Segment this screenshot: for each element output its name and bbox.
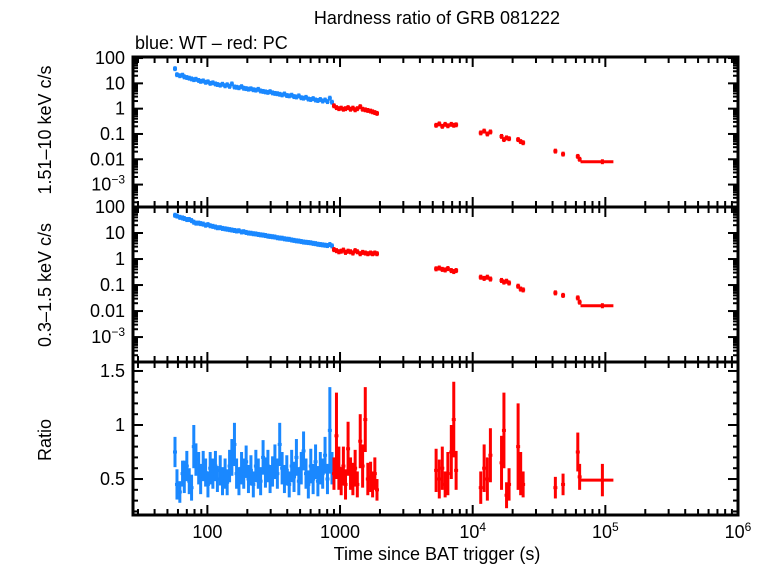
panel-frame-1 [131, 55, 740, 209]
y-tick-label: 10 [105, 73, 125, 93]
y-tick-label: 1 [115, 99, 125, 119]
x-tick-label: 106 [725, 520, 752, 542]
x-tick-label: 100 [192, 522, 222, 542]
y-axis-label-ratio: Ratio [35, 419, 55, 461]
x-tick-label: 105 [592, 520, 619, 542]
chart-title: Hardness ratio of GRB 081222 [314, 8, 560, 28]
y-tick-label: 1.5 [100, 361, 125, 381]
panel-frame-3 [131, 360, 740, 517]
y-tick-label: 10−3 [91, 173, 125, 195]
chart-subtitle: blue: WT – red: PC [135, 33, 288, 53]
y-tick-label: 10 [105, 223, 125, 243]
y-tick-label: 0.1 [100, 124, 125, 144]
y-tick-label: 1 [115, 415, 125, 435]
y-tick-label: 0.1 [100, 275, 125, 295]
y-tick-label: 0.5 [100, 469, 125, 489]
y-tick-label: 0.01 [90, 301, 125, 321]
y-axis-label-hard: 1.51–10 keV c/s [35, 65, 55, 194]
y-tick-label: 100 [95, 197, 125, 217]
x-tick-label: 1000 [320, 522, 360, 542]
y-tick-label: 100 [95, 48, 125, 68]
y-tick-label: 0.01 [90, 149, 125, 169]
y-tick-label: 10−3 [91, 325, 125, 347]
x-axis-label: Time since BAT trigger (s) [334, 544, 541, 564]
y-tick-label: 1 [115, 249, 125, 269]
y-axis-label-soft: 0.3–1.5 keV c/s [35, 223, 55, 347]
x-tick-label: 104 [459, 520, 486, 542]
